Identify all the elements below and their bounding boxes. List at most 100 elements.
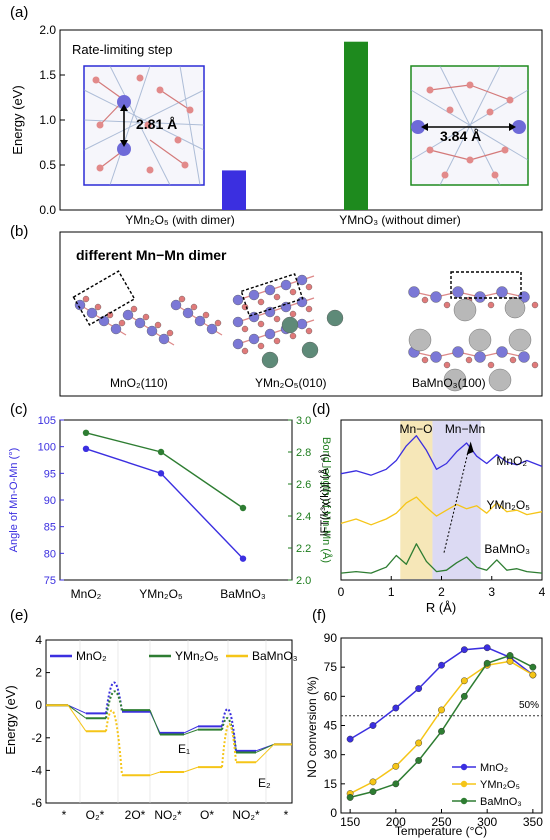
- panel-f-tag: (f): [312, 607, 326, 624]
- o-atom: [531, 361, 539, 369]
- o-atom: [118, 319, 126, 327]
- panel-f-ytick-label: 75: [324, 660, 338, 674]
- o-atom: [305, 305, 313, 313]
- ba-atom: [488, 368, 512, 392]
- mn-atom: [248, 311, 260, 323]
- panel-a-inset-title: Rate-limiting step: [72, 42, 172, 57]
- series-point: [239, 555, 247, 562]
- legend-marker: [460, 797, 468, 805]
- mn-atom: [110, 323, 122, 335]
- dimer-highlight-ymn2o5: [240, 273, 304, 317]
- panel-c-ytick-right-label: 2.8: [296, 447, 311, 459]
- panel-a-category-label: YMn₂O₅ (with dimer): [125, 213, 235, 227]
- legend-label: BaMnO₃: [480, 796, 522, 808]
- panel-e-frame: [45, 639, 293, 804]
- series-point: [506, 657, 514, 665]
- shaded-region-1: [432, 421, 481, 579]
- series-point: [438, 706, 445, 714]
- o-atom: [273, 337, 281, 345]
- o-atom: [190, 303, 198, 311]
- panel-f-ytick-label: 30: [324, 748, 338, 762]
- panel-c-tag: (c): [10, 401, 28, 418]
- series-point: [392, 780, 400, 788]
- series-point: [346, 794, 354, 801]
- panel-c-category-label: MnO₂: [71, 587, 102, 601]
- ba-atom: [443, 368, 467, 392]
- series-point: [82, 445, 90, 452]
- o-atom: [509, 356, 517, 364]
- series-point: [415, 739, 423, 747]
- panel-c-ytick-left-label: 80: [44, 548, 56, 560]
- legend-marker: [460, 763, 468, 771]
- legend-label: MnO₂: [496, 454, 527, 468]
- series-line-2: [349, 654, 534, 799]
- o-atom: [257, 320, 265, 328]
- mn-atom: [452, 346, 464, 358]
- mn-atom: [296, 274, 308, 286]
- o-atom: [202, 311, 210, 319]
- panel-e-category-label: *: [284, 808, 289, 822]
- panel-e-category-label: O*: [200, 808, 214, 822]
- mn-atom: [158, 333, 170, 345]
- panel-c-ytick-right-label: 2.0: [296, 575, 311, 587]
- panel-e-category-label: 2O*: [125, 808, 146, 822]
- structure-label-mno2: MnO₂(110): [110, 376, 168, 390]
- mn-atom: [194, 315, 206, 327]
- mn-atom: [232, 338, 244, 350]
- panel-f-ytick-label: 45: [324, 719, 338, 733]
- panel-c-ytick-right-label: 3.0: [296, 415, 311, 427]
- panel-a-ytick-label: 1.5: [39, 68, 56, 82]
- panel-e-ytick-label: 2: [35, 666, 42, 680]
- panel-c-ytick-left-label: 95: [44, 468, 56, 480]
- panel-c-ytick-left-label: 100: [38, 442, 56, 454]
- series-point: [460, 677, 468, 685]
- series-point: [483, 659, 491, 667]
- y-atom: [261, 351, 279, 369]
- panel-d-xtick-label: 1: [388, 585, 395, 599]
- panel-c-ytick-left-label: 85: [44, 522, 56, 534]
- mn-atom: [74, 299, 86, 311]
- panel-f-ylabel: NO conversion (%): [305, 676, 319, 777]
- bar-0: [222, 170, 246, 210]
- series-point: [369, 722, 377, 729]
- series-point: [438, 661, 445, 669]
- panel-f-xtick-label: 150: [340, 815, 360, 829]
- legend-label: BaMnO₃: [252, 649, 298, 663]
- legend-label: YMn₂O₅: [487, 498, 531, 512]
- connector: [67, 704, 87, 719]
- panel-e-ytick-label: 4: [35, 633, 42, 647]
- panel-d-ylabel: |FT(k³χ(k))| (Å⁻⁴): [318, 454, 331, 537]
- o-atom: [142, 313, 150, 321]
- series-point: [415, 685, 423, 692]
- panel-a-ylabel: Energy (eV): [10, 85, 25, 154]
- region-label-mn-mn: Mn−Mn: [445, 422, 485, 436]
- reference-line-label: 50%: [519, 700, 539, 711]
- panel-c-ylabel-left: Angle of Mn-O-Mn (°): [8, 448, 20, 553]
- panel-b-title: different Mn−Mn dimer: [76, 247, 227, 263]
- mn-atom: [98, 315, 110, 327]
- series-point: [529, 663, 537, 671]
- panel-e-tag: (e): [10, 607, 28, 624]
- series-point: [460, 646, 468, 654]
- o-atom: [241, 325, 249, 333]
- series-point: [415, 757, 423, 764]
- mn-atom: [496, 346, 508, 358]
- panel-e-ylabel: Energy (eV): [3, 685, 18, 754]
- series-point: [529, 671, 537, 679]
- panel-a-category-label: YMnO₃ (without dimer): [339, 213, 461, 227]
- mn-atom: [264, 328, 276, 340]
- transition-state: [221, 723, 237, 768]
- panel-c-frame: [59, 419, 293, 581]
- o-atom: [166, 329, 174, 337]
- o-atom: [289, 310, 297, 318]
- panel-e-category-label: O₂*: [86, 808, 105, 822]
- o-atom: [94, 303, 102, 311]
- o-atom: [487, 361, 495, 369]
- mn-atom: [280, 279, 292, 291]
- connector: [149, 771, 161, 776]
- o-atom: [421, 356, 429, 364]
- panel-c-ytick-right-label: 2.4: [296, 511, 311, 523]
- series-point: [157, 448, 165, 456]
- o-atom: [443, 301, 451, 309]
